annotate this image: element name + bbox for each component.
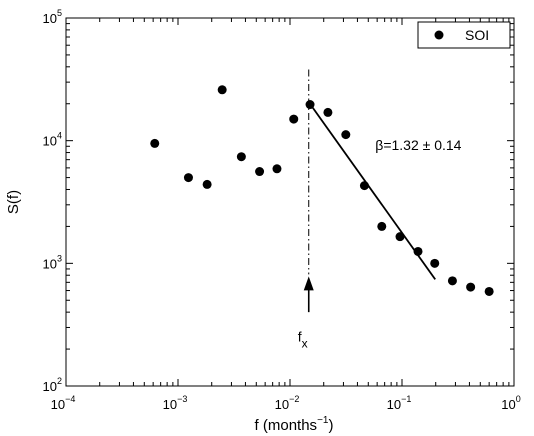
data-point <box>413 246 423 256</box>
legend-label: SOI <box>465 27 489 43</box>
x-tick-label: 10−3 <box>163 394 188 412</box>
x-tick-label: 10−1 <box>387 394 412 412</box>
legend-box <box>417 21 511 49</box>
data-point <box>341 130 351 140</box>
data-point <box>183 173 193 183</box>
data-point <box>447 276 457 286</box>
y-axis-title: S(f) <box>5 190 22 214</box>
fx-label: fx <box>298 329 308 351</box>
x-axis-title: f (months−1) <box>255 415 334 434</box>
data-point <box>255 167 265 177</box>
plot-frame <box>65 17 515 387</box>
plot-area: 10−4 10−3 10−2 10−1 100 102 103 104 105 f (months… <box>5 8 521 434</box>
data-point <box>305 100 315 110</box>
data-point <box>484 286 494 296</box>
beta-annotation: β=1.32 ± 0.14 <box>375 137 461 153</box>
data-point <box>236 152 246 162</box>
data-point <box>150 138 160 148</box>
data-point <box>466 282 476 292</box>
data-point <box>430 258 440 268</box>
x-tick-label: 100 <box>501 394 520 412</box>
data-point <box>359 181 369 191</box>
y-tick-label: 104 <box>43 131 62 149</box>
data-point <box>217 85 227 95</box>
x-tick-label: 10−4 <box>51 394 76 412</box>
data-point <box>202 179 212 189</box>
y-tick-label: 105 <box>43 8 62 26</box>
legend-marker <box>434 30 444 40</box>
fx-arrow-head <box>303 276 314 291</box>
data-point <box>289 114 299 124</box>
y-tick-label: 103 <box>43 253 62 271</box>
data-point <box>323 107 333 117</box>
y-tick-label: 102 <box>43 376 62 394</box>
data-point <box>395 232 405 242</box>
data-point <box>377 221 387 231</box>
data-point <box>272 164 282 174</box>
x-tick-label: 10−2 <box>275 394 300 412</box>
